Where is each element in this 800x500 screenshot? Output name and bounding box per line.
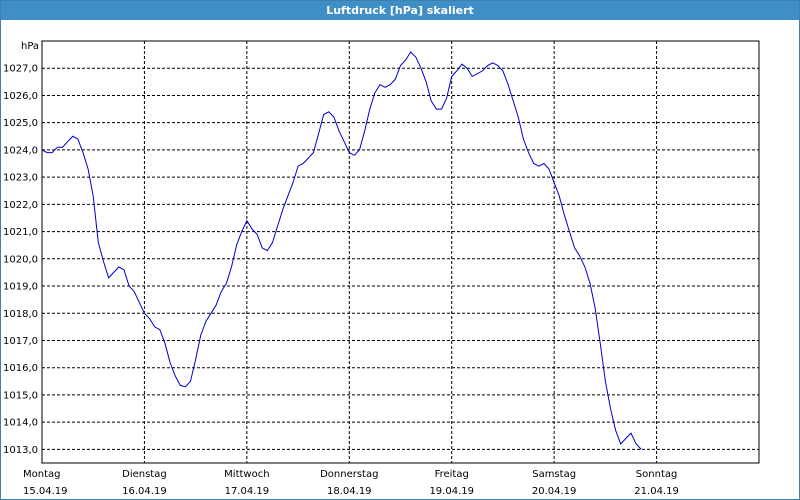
x-tick-date-label: 18.04.19	[327, 486, 372, 497]
y-axis-unit-label: hPa	[21, 41, 39, 52]
x-tick-date-label: 15.04.19	[23, 486, 68, 497]
window-title: Luftdruck [hPa] skaliert	[1, 1, 799, 20]
x-tick-date-label: 16.04.19	[122, 486, 167, 497]
y-tick-label: 1025,0	[3, 118, 38, 129]
y-tick-label: 1017,0	[3, 336, 38, 347]
y-tick-label: 1015,0	[3, 390, 38, 401]
x-tick-labels: Montag 15.04.19 Dienstag 16.04.19 Mittwoch 17…	[23, 469, 679, 497]
x-tick-day-label: Montag	[23, 469, 60, 480]
grid-lines	[42, 41, 759, 463]
y-tick-label: 1016,0	[3, 363, 38, 374]
y-tick-labels: 1013,0 1014,0 1015,0 1016,0 1017,0 1018,0 1019…	[3, 64, 38, 456]
y-tick-label: 1020,0	[3, 254, 38, 265]
x-tick-day-label: Sonntag	[636, 469, 678, 480]
y-tick-label: 1027,0	[3, 64, 38, 75]
y-tick-label: 1026,0	[3, 91, 38, 102]
x-tick-day-label: Dienstag	[122, 469, 167, 480]
x-tick-date-label: 17.04.19	[225, 486, 270, 497]
y-tick-label: 1013,0	[3, 445, 38, 456]
x-tick-date-label: 19.04.19	[429, 486, 474, 497]
x-tick-date-label: 20.04.19	[532, 486, 577, 497]
y-tick-label: 1024,0	[3, 145, 38, 156]
x-tick-day-label: Freitag	[435, 469, 469, 480]
x-tick-day-label: Samstag	[532, 469, 576, 480]
y-tick-label: 1018,0	[3, 309, 38, 320]
y-tick-label: 1022,0	[3, 200, 38, 211]
y-tick-label: 1019,0	[3, 282, 38, 293]
plot-frame	[41, 40, 760, 464]
pressure-chart: hPa 1013,0 1014,0 1015,0 1016,0 1017,0 1018,0…	[3, 40, 760, 497]
x-tick-day-label: Donnerstag	[320, 469, 378, 480]
pressure-series-line	[41, 51, 642, 450]
x-tick-day-label: Mittwoch	[224, 469, 269, 480]
x-tick-date-label: 21.04.19	[634, 486, 679, 497]
y-tick-label: 1021,0	[3, 227, 38, 238]
y-tick-label: 1023,0	[3, 173, 38, 184]
y-tick-label: 1014,0	[3, 418, 38, 429]
